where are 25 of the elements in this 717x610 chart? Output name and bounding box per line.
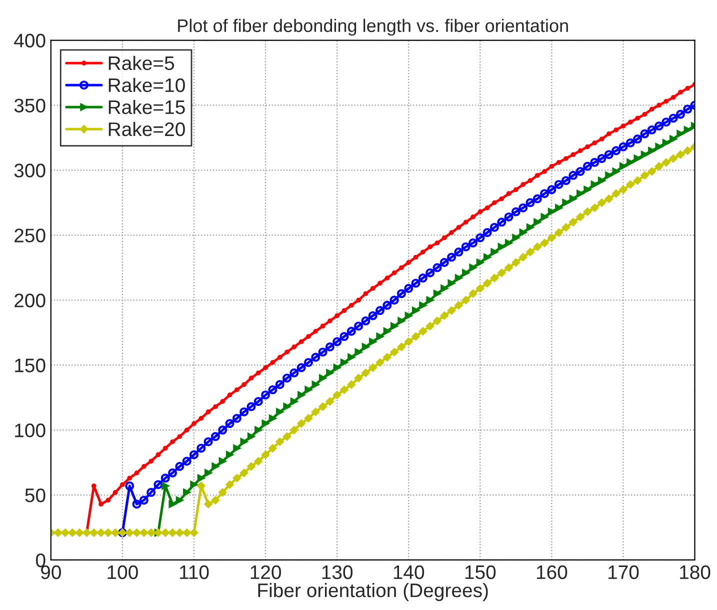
chart-title: Plot of fiber debonding length vs. fiber orientation <box>178 18 568 36</box>
y-tick-label: 100 <box>15 424 46 438</box>
y-tick-label: 0 <box>36 553 46 568</box>
x-tick-label: 110 <box>180 565 209 580</box>
legend-label: Rake=10 <box>108 78 185 92</box>
x-tick-label: 130 <box>322 565 353 580</box>
y-tick-label: 50 <box>25 488 46 502</box>
y-tick-label: 200 <box>14 294 46 308</box>
x-tick-label: 90 <box>41 565 61 580</box>
y-tick-label: 250 <box>14 228 46 242</box>
x-tick-label: 160 <box>536 565 568 580</box>
x-tick-label: 180 <box>680 565 710 580</box>
legend-label: Rake=20 <box>108 122 185 136</box>
x-tick-label: 100 <box>108 565 138 580</box>
x-tick-label: 170 <box>608 565 639 580</box>
legend-label: Rake=15 <box>108 100 185 114</box>
y-tick-label: 300 <box>14 164 46 178</box>
x-tick-label: 120 <box>250 565 281 580</box>
x-axis-title: Fiber orientation (Degrees) <box>258 582 488 602</box>
x-tick-label: 140 <box>394 565 424 580</box>
y-tick-label: 350 <box>14 98 46 112</box>
y-tick-label: 400 <box>14 34 46 48</box>
legend-label: Rake=5 <box>108 56 174 70</box>
y-tick-label: 150 <box>15 358 46 372</box>
x-tick-label: 150 <box>465 565 496 580</box>
